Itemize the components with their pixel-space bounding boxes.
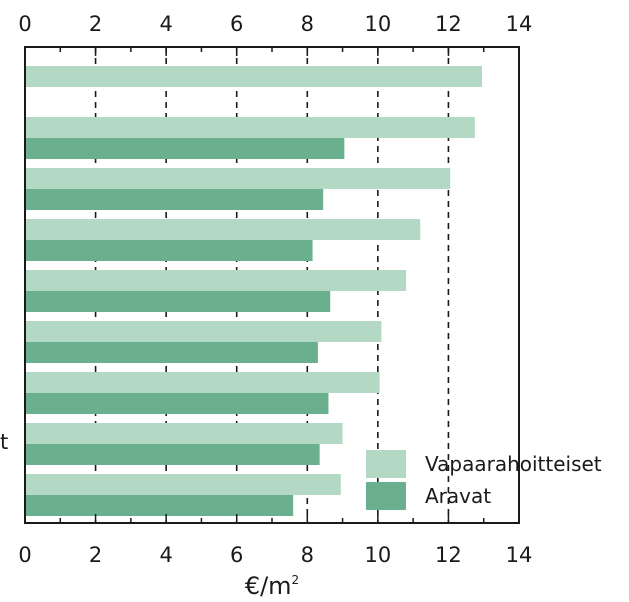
bar-vapaarahoitteiset-1: [25, 66, 482, 87]
bar-aravat-3: [25, 189, 324, 210]
bars: [25, 66, 482, 516]
x-tick-label-top: 2: [89, 12, 102, 36]
x-tick-label-top: 4: [159, 12, 172, 36]
x-tick-label-bottom: 12: [435, 543, 462, 567]
bar-vapaarahoitteiset-6: [25, 321, 382, 342]
x-tick-label-top: 8: [301, 12, 314, 36]
bar-aravat-2: [25, 138, 345, 159]
x-tick-label-bottom: 8: [301, 543, 314, 567]
bar-aravat-6: [25, 342, 318, 363]
bar-vapaarahoitteiset-3: [25, 168, 451, 189]
bar-vapaarahoitteiset-8: [25, 423, 343, 444]
legend-swatch-vapaarahoitteiset: [366, 450, 406, 478]
legend-swatch-aravat: [366, 482, 406, 510]
x-tick-label-top: 14: [506, 12, 533, 36]
bar-vapaarahoitteiset-4: [25, 219, 421, 240]
bar-vapaarahoitteiset-2: [25, 117, 475, 138]
x-axis-title: €/m2: [245, 572, 299, 600]
bar-vapaarahoitteiset-7: [25, 372, 380, 393]
x-tick-labels: 0 0 2 2 4 4 6 6 8 8 10 10 12 12 14 14: [18, 12, 532, 567]
x-tick-label-top: 6: [230, 12, 243, 36]
bar-aravat-8: [25, 444, 320, 465]
bar-vapaarahoitteiset-5: [25, 270, 407, 291]
clipped-category-label: t: [0, 430, 8, 454]
bar-aravat-5: [25, 291, 331, 312]
legend: Vapaarahoitteiset Aravat: [366, 450, 602, 510]
x-tick-label-bottom: 6: [230, 543, 243, 567]
bar-aravat-4: [25, 240, 313, 261]
x-tick-label-bottom: 2: [89, 543, 102, 567]
bar-aravat-9: [25, 495, 294, 516]
legend-label-vapaarahoitteiset: Vapaarahoitteiset: [425, 452, 602, 476]
x-tick-label-bottom: 14: [506, 543, 533, 567]
x-tick-label-top: 10: [364, 12, 391, 36]
x-tick-label-top: 12: [435, 12, 462, 36]
x-tick-label-top: 0: [18, 12, 31, 36]
axis-ticks: [24, 47, 520, 523]
legend-label-aravat: Aravat: [425, 484, 491, 508]
x-tick-label-bottom: 4: [159, 543, 172, 567]
bar-aravat-7: [25, 393, 329, 414]
x-tick-label-bottom: 10: [364, 543, 391, 567]
x-tick-label-bottom: 0: [18, 543, 31, 567]
bar-vapaarahoitteiset-9: [25, 474, 341, 495]
